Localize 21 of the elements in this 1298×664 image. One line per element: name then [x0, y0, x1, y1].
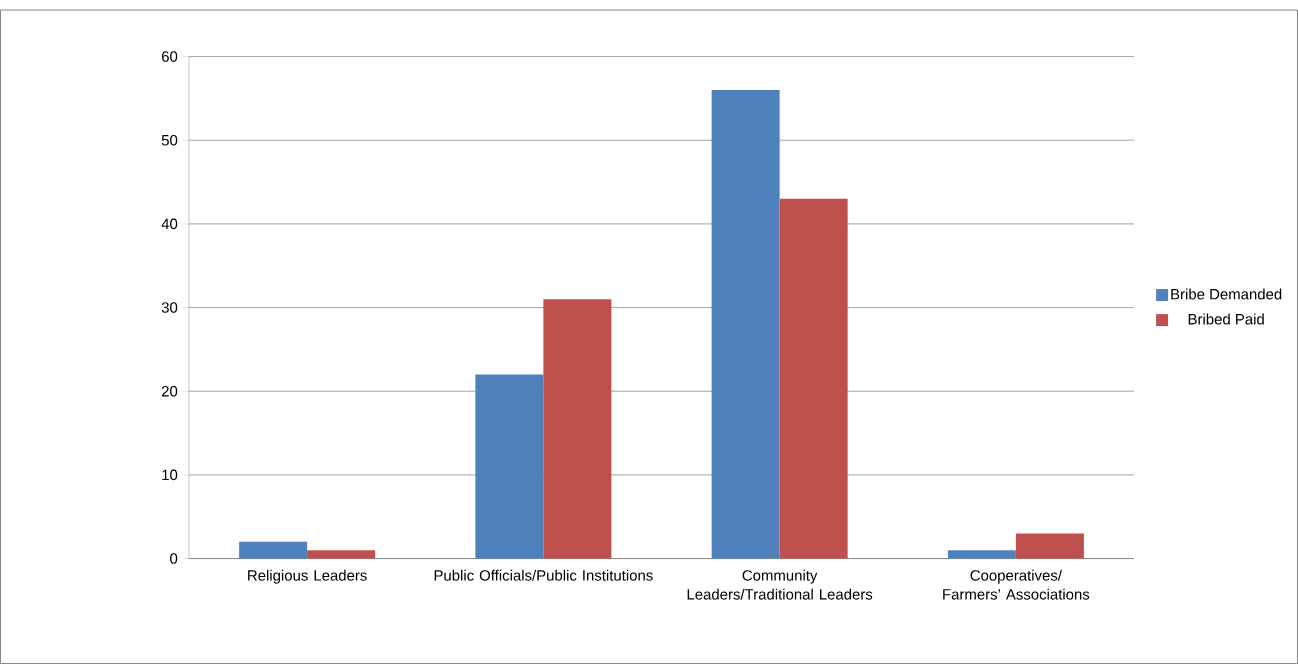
- bar: [711, 90, 780, 559]
- y-tick-label: 40: [161, 218, 178, 230]
- x-tick-label: Religious Leaders: [248, 569, 367, 584]
- x-tick-label: Cooperatives/ Farmers’ Associations: [943, 569, 1090, 600]
- x-tick-label: Community Leaders/Traditional Leaders: [687, 569, 873, 600]
- bar: [475, 374, 544, 559]
- x-tick-label: Public Officials/Public Institutions: [434, 569, 653, 581]
- bar: [1015, 533, 1084, 559]
- legend-label: Bribed Paid: [1188, 313, 1264, 325]
- bar: [543, 299, 612, 559]
- bar: [947, 550, 1016, 559]
- legend-label: Bribe Demanded: [1171, 288, 1282, 300]
- y-tick-label: 0: [170, 553, 178, 564]
- y-tick-label: 10: [162, 469, 178, 481]
- bar: [307, 550, 376, 559]
- bar: [779, 198, 848, 559]
- y-tick-label: 30: [161, 302, 178, 313]
- bar: [239, 541, 308, 559]
- y-tick-label: 20: [161, 385, 178, 397]
- y-tick-label: 60: [161, 51, 178, 62]
- y-tick-label: 50: [161, 134, 178, 146]
